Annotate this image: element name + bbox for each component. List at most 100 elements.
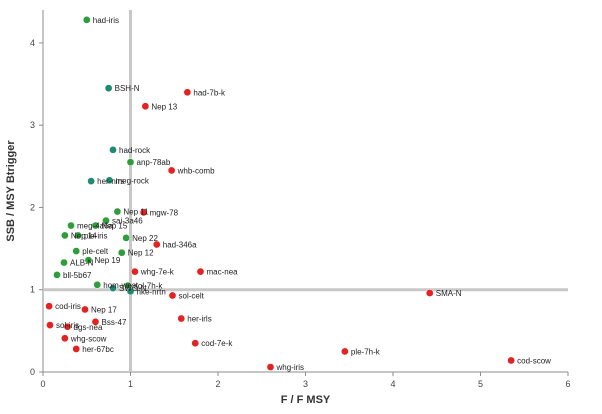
data-point-label: Nep 19 (95, 256, 121, 265)
data-point (102, 216, 110, 225)
data-point (53, 271, 61, 279)
data-point (61, 334, 69, 343)
data-point (196, 267, 205, 276)
data-point-label: had-7b-k (193, 88, 226, 97)
data-point (141, 102, 150, 111)
data-point (72, 345, 81, 353)
data-point (152, 240, 161, 249)
data-labels: had-iris BSH-N had-7b-k Nep 13 had-rock anp-7… (55, 16, 551, 372)
data-point-label: Bss-47 (102, 318, 127, 327)
data-point (177, 314, 186, 323)
data-point-label: anp-78ab (137, 158, 171, 167)
x-tick-label: 6 (565, 379, 570, 389)
data-point (113, 207, 122, 216)
data-point-label: mgw-78 (150, 208, 179, 217)
data-point-label: ple-celt (82, 247, 109, 256)
data-point (126, 158, 135, 167)
data-point-label: sol-7h-k (134, 282, 163, 291)
data-point (81, 305, 89, 314)
data-point-label: SWO-N (119, 284, 147, 293)
data-point (109, 146, 117, 154)
x-tick-label: 4 (390, 379, 395, 389)
x-tick-label: 5 (478, 379, 483, 389)
y-tick-label: 1 (30, 285, 35, 295)
x-tick-label: 1 (128, 379, 133, 389)
data-point-label: cod-scow (517, 356, 551, 365)
data-point (139, 208, 148, 217)
data-point-label: Nep 13 (151, 102, 177, 111)
data-point (60, 258, 68, 267)
data-point-label: Nep 15 (102, 222, 128, 231)
data-point (507, 356, 515, 365)
data-point-label: hom-west (103, 281, 138, 290)
data-point (46, 321, 54, 329)
data-point (131, 267, 139, 276)
data-points (45, 16, 515, 371)
y-tick-label: 3 (30, 120, 35, 130)
x-axis-title: F / F MSY (281, 394, 331, 406)
data-point-label: meg-rock (116, 176, 150, 185)
data-point-label: Nep 17 (91, 305, 117, 314)
data-point (341, 347, 349, 356)
data-point-label: had-rock (119, 146, 151, 155)
data-point-label: Nep 11 (123, 208, 149, 217)
data-point-label: had-346a (163, 240, 197, 249)
data-point-label: ple-iris (84, 231, 108, 240)
data-point (122, 234, 130, 242)
axes: 0 1 2 3 4 5 6 0 1 2 3 4 (30, 10, 571, 389)
x-tick-label: 3 (303, 379, 308, 389)
data-point (266, 363, 275, 371)
data-point-label: bll-5b67 (63, 271, 92, 280)
data-point-label: SMA-N (436, 289, 462, 298)
x-tick-label: 0 (40, 379, 45, 389)
data-point-label: ALB-N (70, 259, 94, 268)
data-point-label: had-iris (93, 16, 119, 25)
data-point-label: whb-comb (177, 166, 215, 175)
data-point (63, 322, 72, 331)
data-point-label: whg-7e-k (140, 268, 175, 277)
data-point-label: Nep 12 (128, 249, 154, 258)
data-point (82, 16, 91, 24)
y-tick-label: 4 (30, 38, 35, 48)
y-tick-label: 0 (30, 367, 35, 377)
data-point (74, 231, 82, 240)
data-point (191, 339, 200, 348)
data-point-label: whg-iris (276, 363, 305, 372)
data-point-label: meg-4a6a (77, 222, 114, 231)
data-point (84, 256, 93, 264)
data-point (183, 88, 192, 97)
data-point (91, 221, 100, 230)
data-point (93, 280, 102, 289)
data-point (87, 177, 95, 185)
data-point-label: Nep 14 (71, 231, 97, 240)
data-point-label: her-irls (187, 315, 211, 324)
data-point (167, 166, 176, 175)
data-point-label: sol-iris (56, 321, 79, 330)
data-point-label: cod-7e-k (201, 339, 233, 348)
y-axis-title: SSB / MSY Btrigger (5, 140, 17, 242)
data-point-label: Nep 22 (132, 234, 158, 243)
data-point-label: her-67bc (82, 345, 114, 354)
data-point-label: her-nirs (97, 177, 124, 186)
data-point (168, 291, 177, 300)
data-point (45, 302, 53, 311)
data-point (126, 287, 135, 296)
y-tick-label: 2 (30, 202, 35, 212)
data-point (104, 84, 113, 93)
data-point (109, 284, 117, 292)
data-point (105, 176, 114, 185)
data-point-label: sai-3a46 (112, 217, 143, 226)
data-point-label: cod-iris (55, 302, 81, 311)
data-point-label: whg-scow (70, 334, 107, 343)
data-point (72, 247, 81, 255)
data-point-label: sol-celt (179, 291, 205, 300)
data-point (67, 221, 75, 230)
x-tick-label: 2 (215, 379, 220, 389)
data-point-label: hke-nrtn (137, 287, 166, 296)
data-point (425, 289, 434, 297)
data-point (117, 248, 126, 257)
data-point-label: ple-7h-k (351, 347, 381, 356)
data-point-label: mac-nea (207, 268, 239, 277)
